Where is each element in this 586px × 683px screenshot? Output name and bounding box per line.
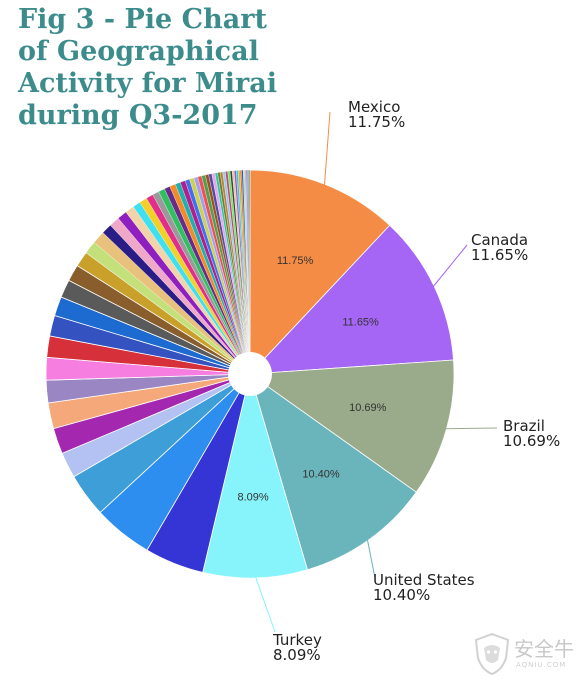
callout-leader-line [432, 244, 468, 288]
callout-country-label: Turkey [272, 631, 322, 649]
chart-title-line: of Geographical [18, 36, 259, 67]
pie-slice-brazil [248, 359, 455, 493]
callout-country-label: United States [373, 571, 475, 589]
callout-percent-label: 10.69% [503, 432, 560, 450]
callouts: Mexico11.75%Canada11.65%Brazil10.69%Unit… [254, 98, 560, 664]
chart-title-line: Fig 3 - Pie Chart [18, 4, 267, 35]
inner-percent-label: 8.09% [237, 491, 268, 503]
pie-slice-turkey [202, 372, 308, 579]
callout-leader-line [444, 427, 498, 430]
callout-percent-label: 11.65% [471, 246, 528, 264]
chart-title: Fig 3 - Pie Chart of Geographical Activi… [18, 4, 278, 132]
chart-title-line: Activity for Mirai [18, 68, 277, 99]
callout-leader-line [254, 575, 276, 633]
pie-slices [45, 169, 455, 579]
callout-country-label: Canada [471, 231, 528, 249]
inner-percent-label: 10.69% [349, 402, 387, 414]
callout-percent-label: 8.09% [273, 646, 321, 664]
callout-percent-label: 11.75% [348, 113, 405, 131]
inner-percent-label: 11.65% [342, 317, 379, 329]
inner-percent-label: 10.40% [302, 469, 340, 481]
watermark-en-text: AQNIU.COM [516, 661, 567, 669]
chart-title-line: during Q3-2017 [18, 100, 258, 131]
callout-country-label: Mexico [348, 98, 400, 116]
watermark: 安全牛 AQNIU.COM [472, 632, 580, 676]
donut-hole [228, 352, 272, 396]
pie-slice [248, 169, 251, 375]
pie-slice-united-states [249, 373, 417, 571]
watermark-cn-text: 安全牛 [514, 637, 574, 661]
callout-leader-line [366, 538, 376, 579]
inner-labels: 11.75% 11.65% 10.69% 10.40% 8.09% [237, 255, 386, 503]
shield-logo-icon [474, 632, 510, 676]
callout-country-label: Brazil [503, 417, 545, 435]
inner-percent-label: 11.75% [277, 255, 314, 267]
callout-leader-line [323, 111, 331, 187]
callout-percent-label: 10.40% [373, 586, 430, 604]
pie-slice-mexico [249, 169, 391, 376]
pie-slice-canada [249, 224, 454, 375]
